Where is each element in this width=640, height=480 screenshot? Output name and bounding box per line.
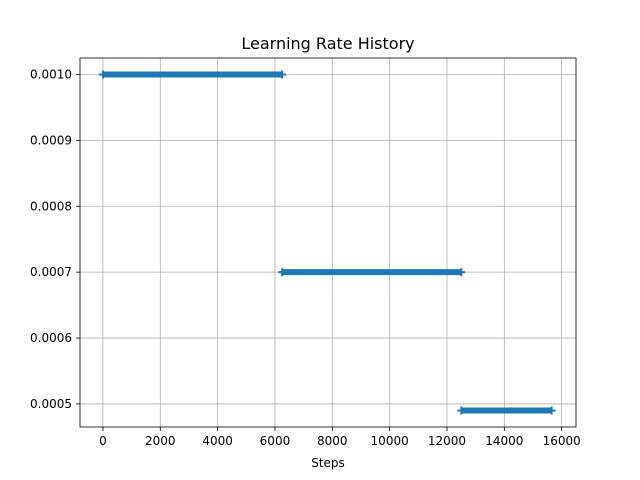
data-segment [457,406,556,415]
x-tick-label: 2000 [145,434,176,448]
x-tick-label: 6000 [260,434,291,448]
x-tick-label: 16000 [543,434,581,448]
plot-area-frame [79,57,577,428]
x-tick-label: 14000 [485,434,523,448]
data-series [98,70,556,415]
data-segment [278,268,466,277]
data-segment [98,70,287,79]
x-tick-label: 0 [99,434,107,448]
grid [80,58,576,427]
y-tick-label: 0.0010 [30,67,72,81]
axis-ticks: 0 2000 4000 6000 8000 10000 12000 14000 16000 0.0… [30,67,581,448]
x-tick-label: 4000 [202,434,233,448]
x-tick-label: 8000 [317,434,348,448]
chart-title: Learning Rate History [241,34,414,53]
y-tick-label: 0.0009 [30,133,72,147]
y-tick-label: 0.0007 [30,265,72,279]
y-tick-label: 0.0006 [30,331,72,345]
x-tick-label: 12000 [428,434,466,448]
x-axis-label: Steps [311,456,345,470]
y-tick-label: 0.0005 [30,397,72,411]
y-tick-label: 0.0008 [30,199,72,213]
x-tick-label: 10000 [371,434,409,448]
